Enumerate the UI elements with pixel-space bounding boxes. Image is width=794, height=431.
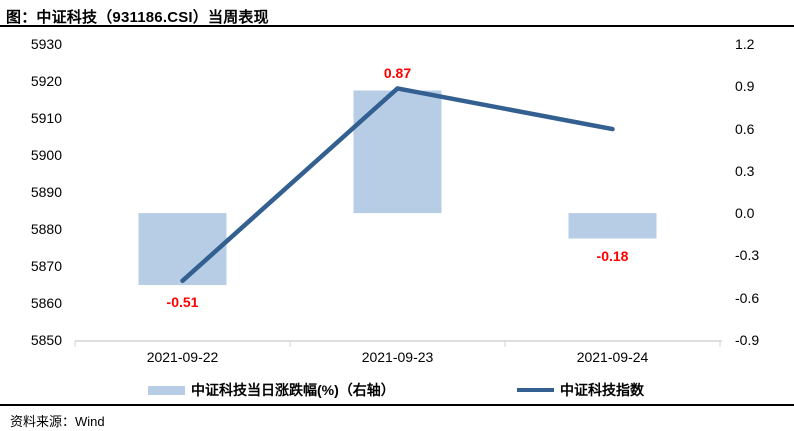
- legend-label-line-series: 中证科技指数: [560, 382, 644, 398]
- bar-series-swatch-icon: [148, 385, 185, 395]
- bar-2021-09-24: [568, 213, 657, 239]
- chart-title: 图：中证科技（931186.CSI）当周表现: [6, 9, 269, 26]
- line-series-swatch-icon: [517, 388, 554, 392]
- title-divider: [0, 25, 794, 27]
- source-note: 资料来源：Wind: [10, 414, 105, 429]
- bar-2021-09-22: [138, 213, 227, 286]
- legend-label-bar-series: 中证科技当日涨跌幅(%)（右轴）: [191, 382, 395, 398]
- legend-item-line-series: 中证科技指数: [517, 381, 644, 399]
- footer-divider: [0, 404, 794, 406]
- index-line: [180, 86, 615, 284]
- legend-item-bar-series: 中证科技当日涨跌幅(%)（右轴）: [148, 381, 395, 399]
- bar-2021-09-23: [353, 90, 442, 214]
